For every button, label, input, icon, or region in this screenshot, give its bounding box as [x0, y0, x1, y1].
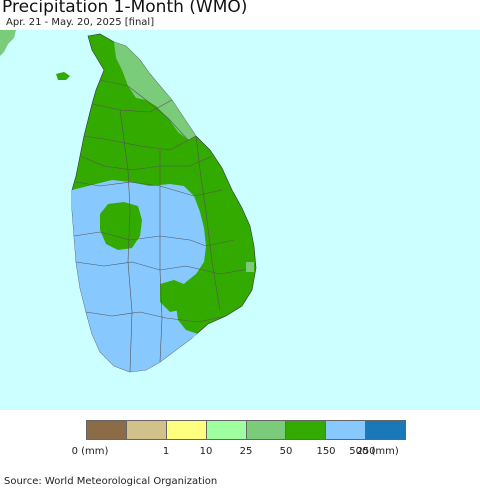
- legend-swatch-7: [366, 421, 405, 439]
- map-svg: [0, 30, 257, 373]
- legend-label-7: 500 (mm): [349, 446, 399, 457]
- legend-swatch-6: [326, 421, 367, 439]
- legend-label-2: 10: [199, 446, 213, 457]
- legend-label-1: 1: [162, 446, 170, 457]
- legend-label-5: 150: [316, 446, 336, 457]
- zone-150-250: [114, 42, 196, 140]
- east-coast-patch: [246, 262, 254, 272]
- source-credit: Source: World Meteorological Organizatio…: [4, 476, 218, 487]
- legend-label-3: 25: [239, 446, 253, 457]
- legend-swatch-5: [286, 421, 327, 439]
- legend-label-0: 0 (mm): [71, 446, 109, 457]
- india-landmass: [0, 30, 16, 56]
- mannar-island: [56, 72, 70, 80]
- central-green-patch: [100, 202, 142, 250]
- legend-swatch-2: [166, 421, 207, 439]
- legend-swatch-4: [246, 421, 287, 439]
- legend-color-bar: [86, 420, 406, 440]
- map-canvas: [0, 30, 480, 410]
- map-subtitle: Apr. 21 - May. 20, 2025 [final]: [6, 17, 155, 28]
- legend-label-4: 50: [279, 446, 293, 457]
- legend-label-6: 250: [356, 446, 376, 457]
- southeast-green-patch: [160, 280, 186, 312]
- legend-swatch-1: [126, 421, 167, 439]
- map-title: Precipitation 1-Month (WMO): [2, 0, 248, 17]
- legend-swatch-3: [206, 421, 247, 439]
- zone-500-plus: [72, 180, 206, 372]
- legend-swatch-0: [87, 421, 127, 439]
- district-boundaries: [73, 79, 255, 373]
